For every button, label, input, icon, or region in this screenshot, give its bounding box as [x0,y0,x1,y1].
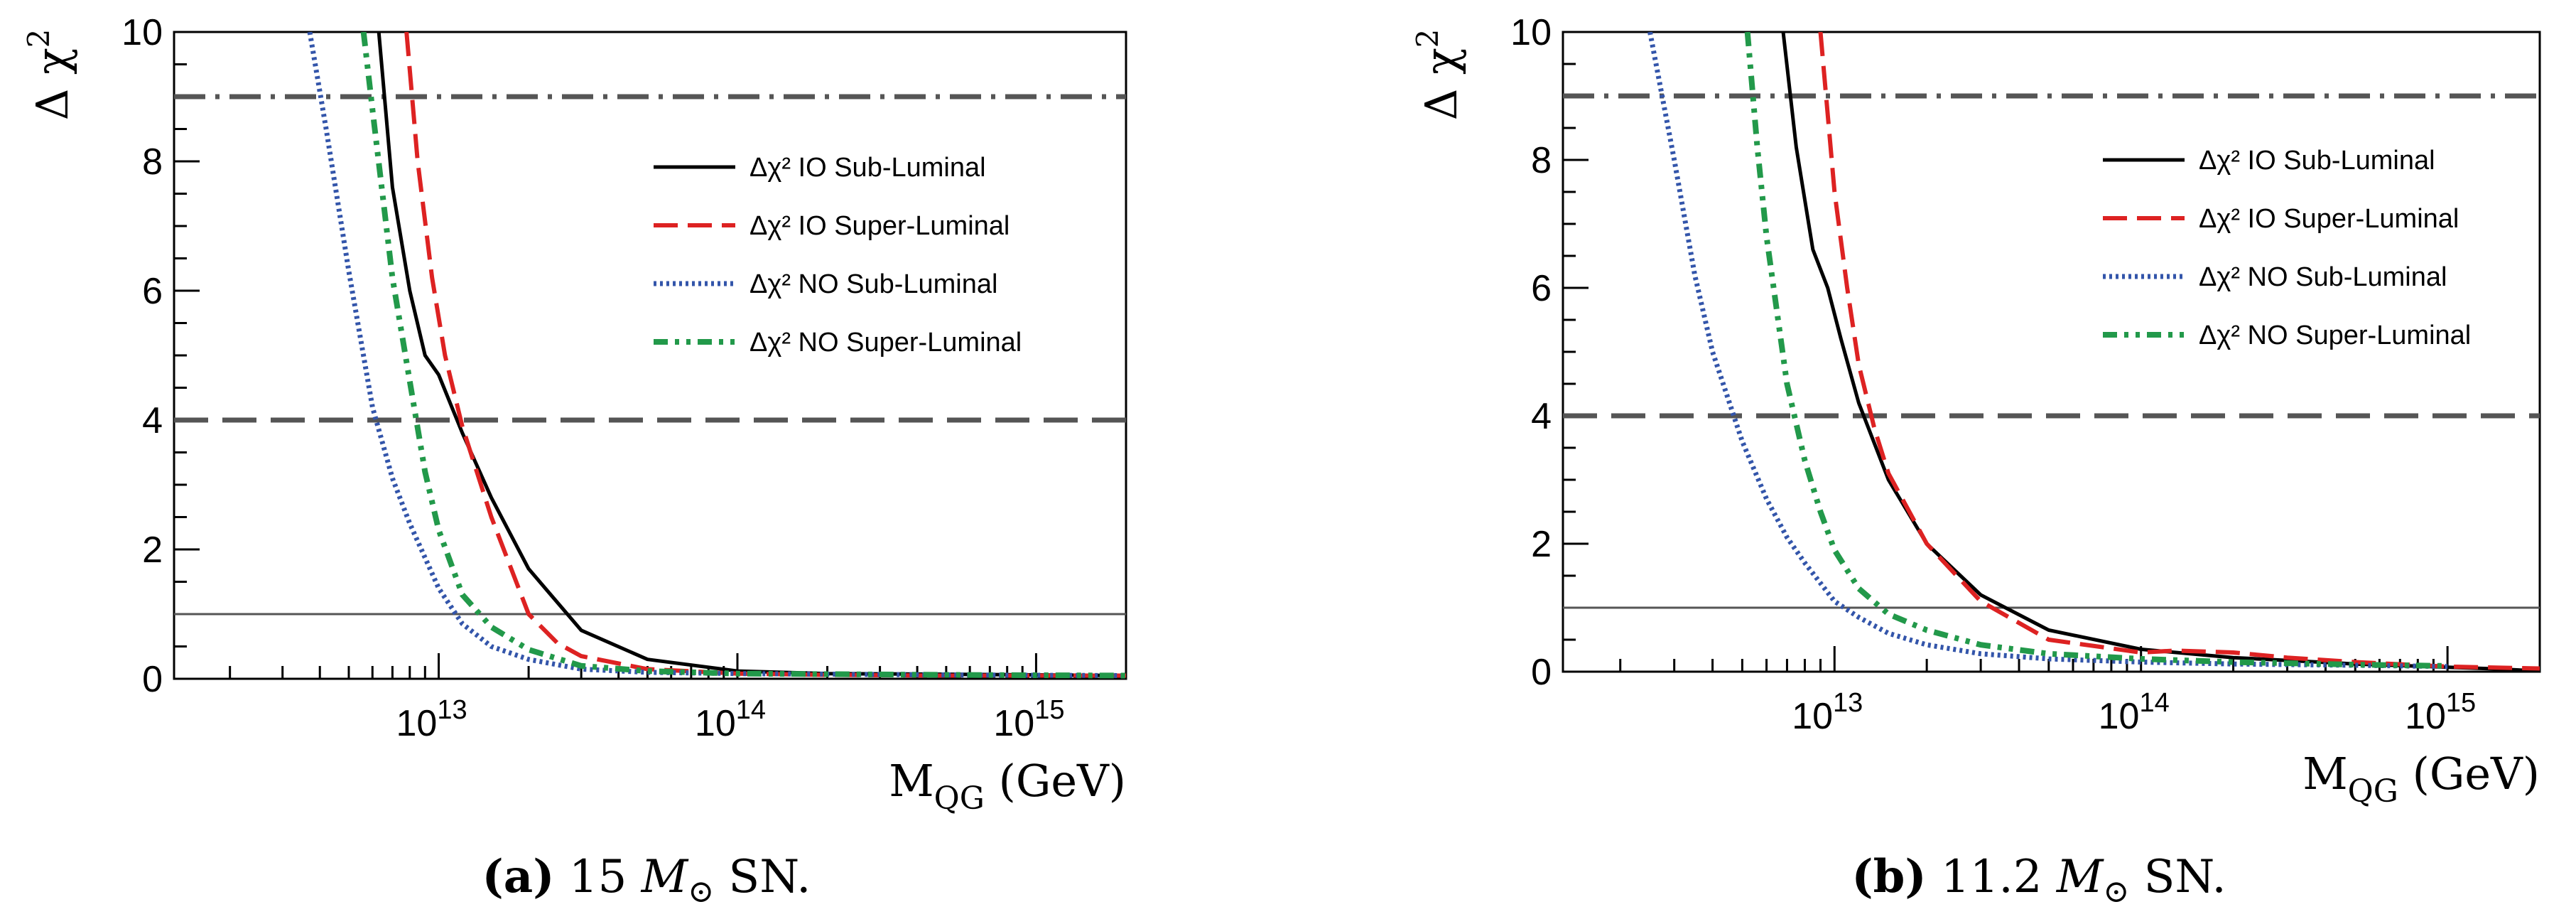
x-tick-exponent: 14 [2139,688,2169,718]
x-tick-base: 10 [1792,696,1833,737]
y-tick-label: 2 [142,530,163,571]
caption-space [627,851,641,903]
caption-label: (a) [482,850,555,903]
x-axis-unit: (GeV) [2413,748,2540,800]
y-tick-label: 10 [121,12,163,53]
series-line-1 [1818,32,2540,671]
x-tick-exponent: 14 [736,695,766,725]
series-line-0 [1781,32,2540,672]
caption-space [555,851,569,903]
caption-space [1927,851,1941,903]
legend-label-3: Δχ² NO Super-Luminal [2199,321,2471,350]
y-tick-label: 4 [142,400,163,441]
x-tick-base: 10 [2099,696,2140,737]
x-tick-base: 10 [993,703,1034,744]
legend-label-2: Δχ² NO Sub-Luminal [749,269,997,299]
subfigure-caption: (b) 11.2 M⊙ SN. [1851,850,2226,910]
x-axis-symbol: M [889,755,933,807]
legend-label-3: Δχ² NO Super-Luminal [749,328,1022,358]
x-tick-exponent: 15 [2446,688,2476,718]
caption-mass: 11.2 [1941,851,2042,903]
subfigure-caption: (a) 15 M⊙ SN. [482,850,811,910]
x-axis-subscript: QG [934,780,985,817]
plot-area [1647,32,2540,672]
x-axis-subscript: QG [2348,773,2398,810]
legend-label-1: Δχ² IO Super-Luminal [749,211,1010,241]
caption-tail: SN. [728,851,811,903]
caption-space [2042,851,2056,903]
caption-label: (b) [1851,850,1926,903]
x-tick-exponent: 15 [1034,695,1064,725]
legend-label-2: Δχ² NO Sub-Luminal [2199,262,2447,292]
x-tick-exponent: 13 [437,695,467,725]
y-tick-label: 6 [1531,268,1552,309]
caption-sun-subscript: ⊙ [688,874,714,910]
y-tick-label: 8 [1531,140,1552,181]
x-tick-label: 1013 [396,695,467,744]
y-tick-label: 4 [1531,396,1552,437]
y-axis-title: Δ χ2 [21,29,78,121]
caption-sun-subscript: ⊙ [2103,874,2129,910]
y-axis-superscript: 2 [1410,29,1445,48]
y-tick-label: 8 [142,141,163,183]
series-line-1 [404,32,1126,678]
x-axis-title: MQG (GeV) [2302,748,2540,810]
y-axis-title: Δ χ2 [1410,29,1467,121]
x-tick-label: 1015 [993,695,1064,744]
plot-area [307,32,1126,679]
y-axis-symbol: Δ χ [26,48,78,120]
x-tick-label: 1013 [1792,688,1863,737]
x-tick-base: 10 [695,703,736,744]
x-tick-base: 10 [396,703,437,744]
y-tick-label: 2 [1531,524,1552,565]
caption-symbol: M [2056,851,2104,903]
caption-space [714,851,728,903]
series-line-2 [1647,32,2448,670]
y-tick-label: 0 [142,659,163,700]
x-tick-exponent: 13 [1833,688,1863,718]
y-axis-superscript: 2 [21,29,56,48]
caption-mass: 15 [569,851,627,903]
caption-tail: SN. [2144,851,2226,903]
y-tick-label: 10 [1510,12,1552,53]
legend-label-1: Δχ² IO Super-Luminal [2199,204,2459,234]
x-axis-space [985,755,999,807]
x-tick-base: 10 [2405,696,2446,737]
x-axis-unit: (GeV) [999,755,1126,807]
x-axis-space [2398,748,2413,800]
y-axis-symbol: Δ χ [1415,48,1467,120]
series-line-3 [360,32,1126,679]
caption-space [2129,851,2143,903]
plot-frame [1562,31,2541,673]
y-tick-label: 0 [1531,652,1552,693]
y-tick-label: 6 [142,271,163,312]
x-tick-label: 1014 [2099,688,2170,737]
series-line-3 [1744,32,2448,669]
x-tick-label: 1014 [695,695,766,744]
x-tick-label: 1015 [2405,688,2476,737]
x-axis-title: MQG (GeV) [889,755,1126,817]
legend-label-0: Δχ² IO Sub-Luminal [749,153,986,183]
x-axis-symbol: M [2302,748,2347,800]
caption-symbol: M [641,851,689,903]
legend-label-0: Δχ² IO Sub-Luminal [2199,146,2435,176]
